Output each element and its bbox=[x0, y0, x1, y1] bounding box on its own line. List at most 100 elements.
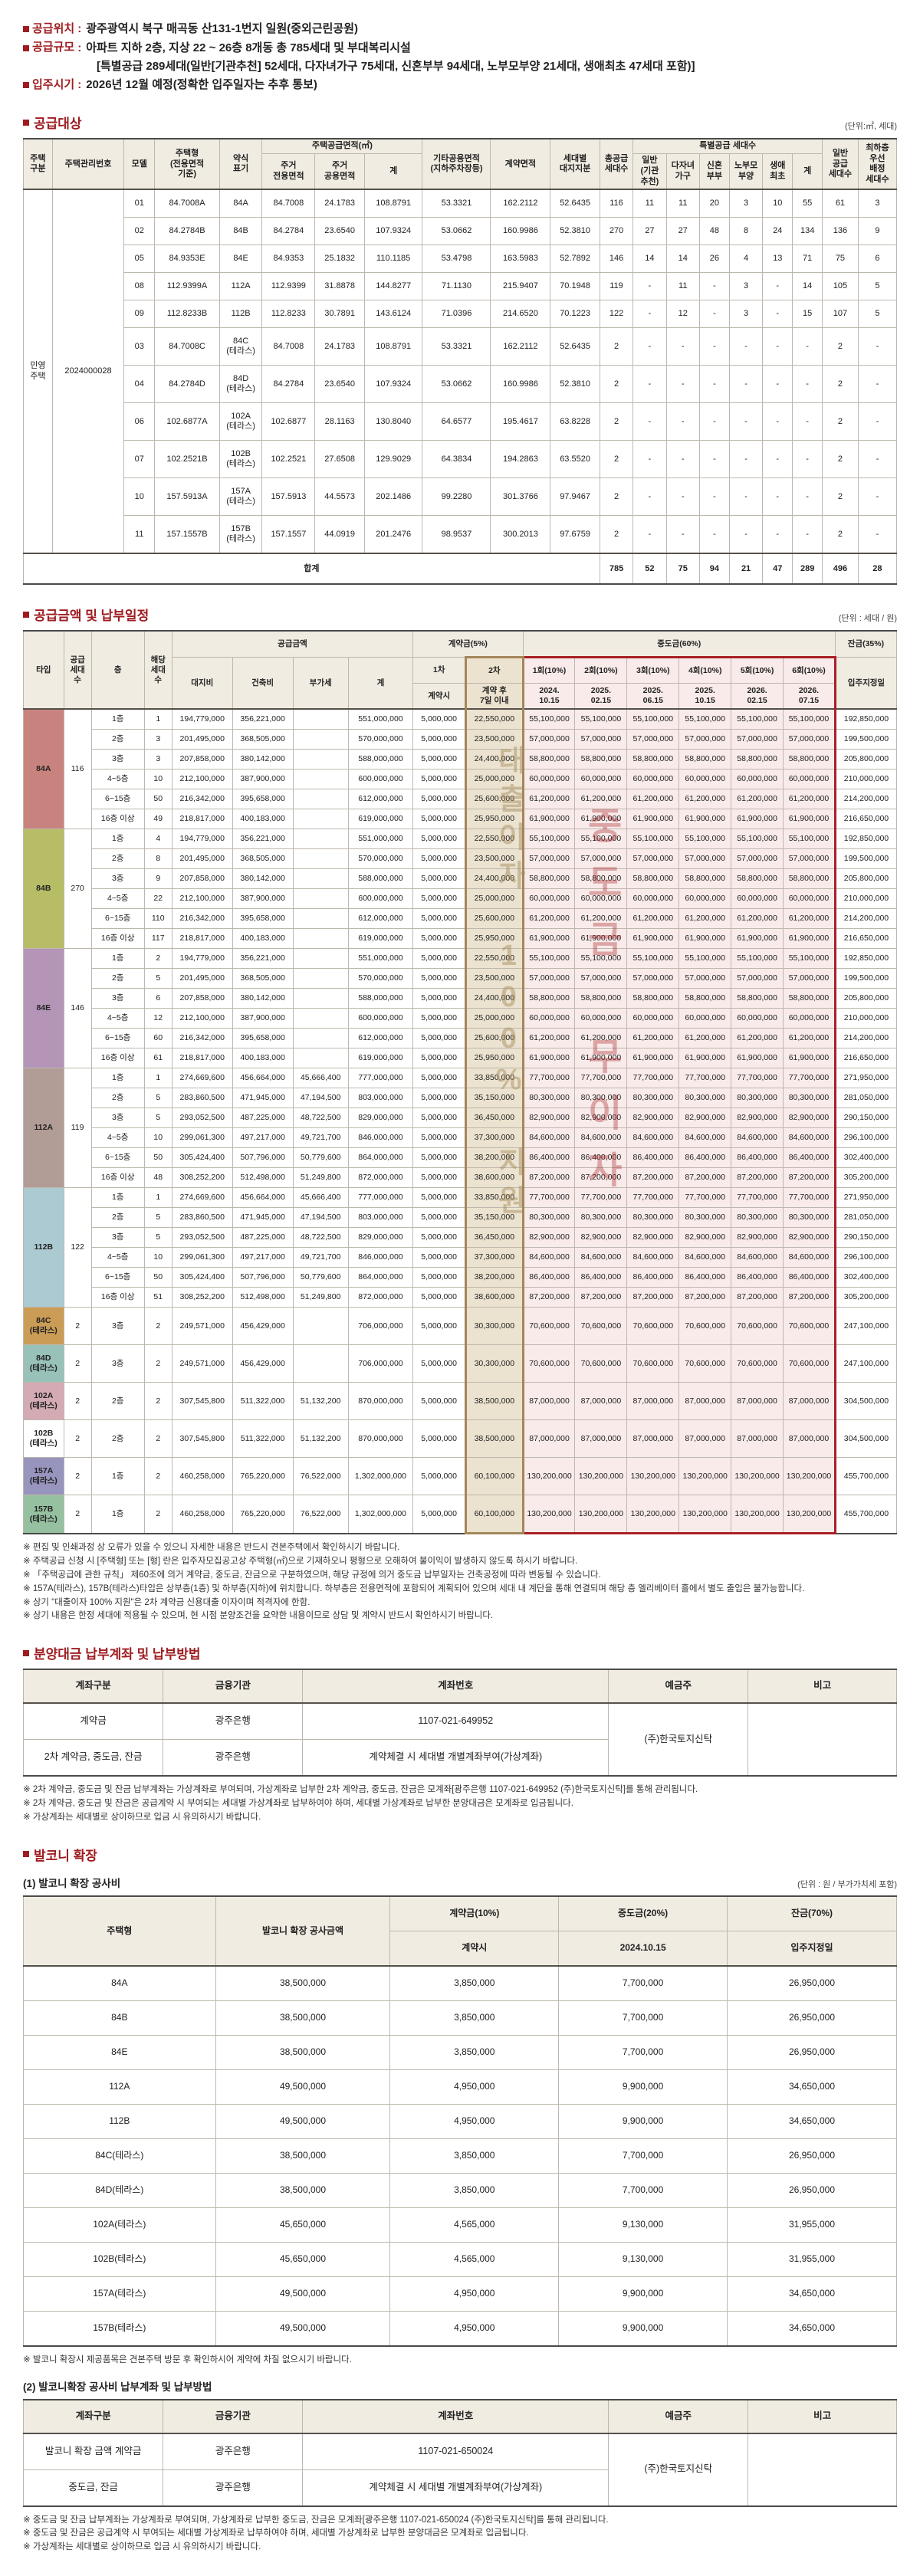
table-cell: 94 bbox=[698, 553, 730, 585]
table-cell: 4 bbox=[728, 244, 764, 274]
table-cell: 38,500,000 bbox=[465, 1419, 524, 1459]
table-cell: 199,500,000 bbox=[834, 968, 898, 989]
payment-row: 16층 이상 51 308,252,200 512,498,000 51,249,800… bbox=[24, 1287, 898, 1308]
table-cell: 10 bbox=[762, 189, 794, 218]
bullet-icon bbox=[23, 1851, 29, 1858]
col-balcony-down-date: 계약시 bbox=[389, 1930, 560, 1967]
table-cell: 61,900,000 bbox=[783, 809, 836, 830]
table-cell: 77,700,000 bbox=[521, 1187, 576, 1209]
table-cell: - bbox=[792, 327, 823, 366]
col-sp-multichild: 다자녀 가구 bbox=[665, 153, 700, 190]
table-cell: 112B bbox=[23, 2103, 216, 2139]
table-cell: 588,000,000 bbox=[347, 868, 414, 890]
table-cell: 829,000,000 bbox=[347, 1227, 414, 1249]
table-cell: 302,400,000 bbox=[834, 1267, 898, 1288]
table-cell: 60,000,000 bbox=[626, 888, 680, 910]
table-cell: 551,000,000 bbox=[347, 829, 414, 850]
col-balance-date: 입주지정일 bbox=[834, 657, 898, 710]
col-pay-floor: 층 bbox=[90, 630, 145, 710]
table-cell: 5,000,000 bbox=[412, 708, 467, 730]
table-cell: 55,100,000 bbox=[626, 708, 680, 730]
table-cell: 55,100,000 bbox=[574, 708, 628, 730]
payment-unit-label: (단위 : 세대 / 원) bbox=[838, 614, 897, 624]
table-cell: 57,000,000 bbox=[626, 968, 680, 989]
table-cell: 45,666,400 bbox=[292, 1187, 349, 1209]
table-cell: 80,300,000 bbox=[574, 1088, 628, 1109]
table-cell: 3,850,000 bbox=[389, 2000, 560, 2036]
table-cell: 5,000,000 bbox=[412, 1227, 467, 1249]
table-cell: 194.2863 bbox=[490, 440, 551, 479]
table-cell: 70.1223 bbox=[550, 300, 600, 329]
table-cell: 112.8233B bbox=[154, 300, 220, 329]
col-type: 주택형 (전용면적 기준) bbox=[154, 138, 220, 190]
table-cell: 25,000,000 bbox=[465, 888, 524, 910]
table-cell: 14 bbox=[665, 244, 700, 274]
table-cell: 619,000,000 bbox=[347, 928, 414, 950]
table-cell: 130,200,000 bbox=[626, 1457, 680, 1496]
table-cell: 71.1130 bbox=[422, 272, 491, 301]
table-cell: 52.3810 bbox=[550, 365, 600, 404]
supply-table-body: 민영 주택 2024000028 01 84.7008A 84A 84.7008 24.17… bbox=[23, 189, 898, 585]
table-cell: 58,800,000 bbox=[678, 868, 732, 890]
table-cell: 57,000,000 bbox=[731, 729, 784, 750]
table-cell: 36,450,000 bbox=[465, 1227, 524, 1249]
table-cell: - bbox=[698, 402, 730, 441]
table-cell: 308,252,200 bbox=[171, 1167, 233, 1189]
table-cell: 70,600,000 bbox=[626, 1344, 680, 1383]
table-cell: 50 bbox=[143, 1267, 172, 1288]
table-cell: - bbox=[632, 327, 667, 366]
table-cell: 61,900,000 bbox=[731, 928, 784, 950]
table-cell: 1층 bbox=[90, 948, 145, 970]
col-exclusive-area: 주거 전용면적 bbox=[261, 153, 316, 190]
col-balcony-type: 주택형 bbox=[23, 1895, 216, 1967]
table-cell: 3층 bbox=[90, 1227, 145, 1249]
table-cell: 38,500,000 bbox=[215, 2138, 391, 2174]
table-cell: 60,000,000 bbox=[521, 769, 576, 790]
supply-location-value: 광주광역시 북구 매곡동 산131-1번지 일원(중외근린공원) bbox=[86, 22, 359, 36]
table-cell: 2 bbox=[599, 440, 634, 479]
table-cell: 356,221,000 bbox=[232, 708, 294, 730]
table-cell: 80,300,000 bbox=[783, 1207, 836, 1229]
note-line: ※ 중도금 및 잔금은 공급계약 시 부여되는 세대별 가상계좌로 납부하여야 … bbox=[23, 2528, 529, 2538]
table-cell: 58,800,000 bbox=[626, 868, 680, 890]
table-cell: 110.1185 bbox=[363, 244, 423, 274]
col-housing-category: 주택 구분 bbox=[23, 138, 53, 190]
table-cell: 26,950,000 bbox=[727, 2138, 897, 2174]
table-cell: 130,200,000 bbox=[678, 1495, 732, 1535]
table-cell: 48 bbox=[143, 1167, 172, 1189]
table-cell: 61,200,000 bbox=[626, 1028, 680, 1049]
payment-row: 6~15층 50 305,424,400 507,796,000 50,779,600 8… bbox=[24, 1147, 898, 1169]
table-cell: 511,322,000 bbox=[232, 1382, 294, 1421]
table-cell: 51,132,200 bbox=[292, 1419, 349, 1459]
table-cell: 84C(테라스) bbox=[23, 2138, 216, 2174]
col-contract-area: 계약면적 bbox=[490, 138, 551, 190]
table-cell: 1층 bbox=[90, 1495, 145, 1534]
table-cell: 35,150,000 bbox=[465, 1207, 524, 1229]
table-cell: 60,100,000 bbox=[465, 1495, 524, 1535]
table-cell: 5,000,000 bbox=[412, 1495, 467, 1534]
table-cell: 75 bbox=[665, 553, 700, 585]
table-cell: 61,900,000 bbox=[521, 928, 576, 950]
table-cell: 5,000,000 bbox=[412, 868, 467, 890]
account-row: 계약금 광주은행 1107-021-649952 (주)한국토지신탁 bbox=[22, 1702, 897, 1777]
table-cell: 70,600,000 bbox=[626, 1307, 680, 1346]
table-cell: 471,945,000 bbox=[232, 1207, 294, 1229]
table-cell: 271,950,000 bbox=[834, 1187, 898, 1209]
supply-location-line: 공급위치: 광주광역시 북구 매곡동 산131-1번지 일원(중외근린공원) bbox=[23, 21, 897, 37]
table-cell: 80,300,000 bbox=[731, 1088, 784, 1109]
table-cell: 26,950,000 bbox=[727, 2034, 897, 2070]
table-cell: 51 bbox=[143, 1287, 172, 1308]
table-cell: 61,900,000 bbox=[731, 809, 784, 830]
table-cell: 87,200,000 bbox=[574, 1287, 628, 1308]
table-cell: 86,400,000 bbox=[678, 1147, 732, 1169]
table-cell: 61,200,000 bbox=[731, 908, 784, 930]
sale-account-body: 계약금 광주은행 1107-021-649952 (주)한국토지신탁 2차 계약금, 중… bbox=[22, 1702, 897, 1777]
table-cell: 중도금, 잔금 bbox=[22, 2469, 164, 2506]
col-remark: 비고 bbox=[748, 2399, 897, 2433]
table-cell: 1층 bbox=[90, 1068, 145, 1089]
table-cell: - bbox=[762, 477, 794, 517]
table-cell: 5,000,000 bbox=[412, 1108, 467, 1129]
balcony-row: 102B(테라스) 45,650,000 4,565,000 9,130,000 31,… bbox=[23, 2241, 897, 2277]
bullet-icon bbox=[23, 1649, 29, 1656]
table-cell: 57,000,000 bbox=[574, 729, 628, 750]
